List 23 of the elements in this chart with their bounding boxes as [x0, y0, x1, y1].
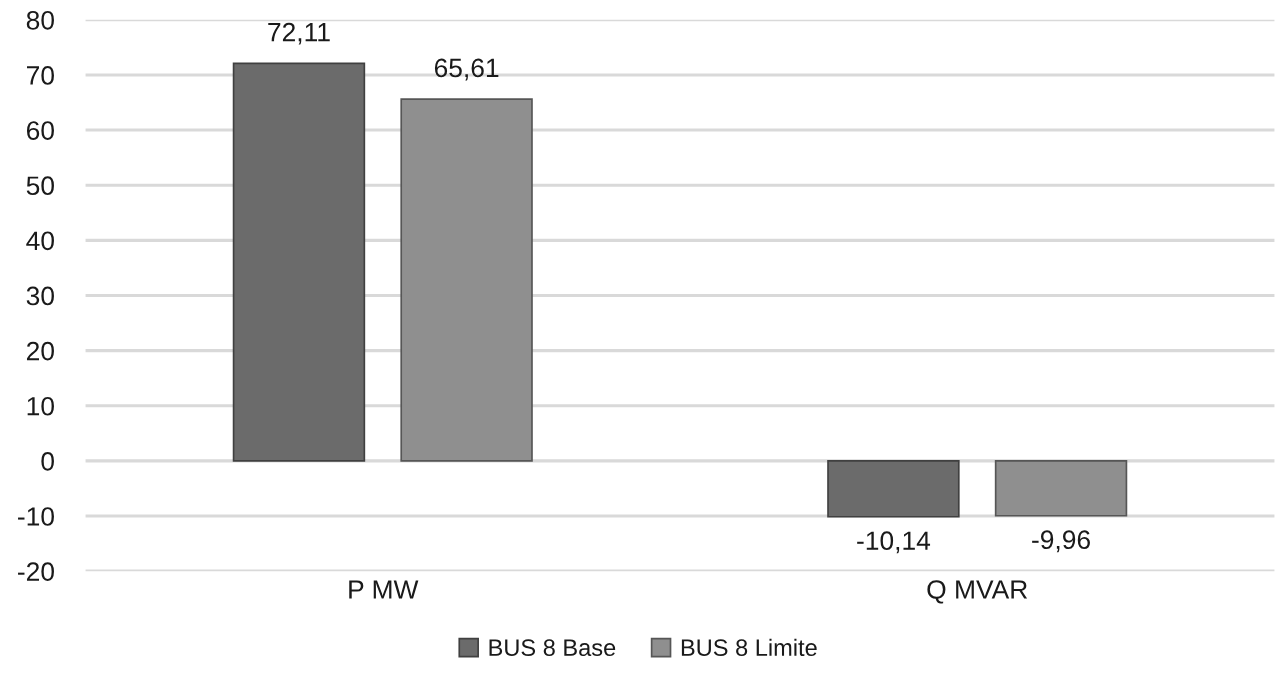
y-tick-label: 30 — [26, 286, 54, 306]
bar — [827, 460, 960, 518]
y-tick-label: -10 — [18, 507, 54, 526]
data-label: -9,96 — [1032, 530, 1090, 553]
x-tick-label: Q MVAR — [927, 580, 1028, 604]
x-tick-label: P MW — [349, 580, 419, 599]
data-label: 65,61 — [434, 58, 499, 81]
y-tick-label: -20 — [18, 562, 54, 581]
y-tick-label: 40 — [26, 231, 54, 251]
y-tick-label: 50 — [26, 176, 54, 196]
bar — [994, 460, 1128, 517]
y-tick-label: 10 — [27, 396, 54, 416]
legend-label: BUS 8 Limite — [681, 638, 817, 657]
y-tick-label: 20 — [26, 341, 54, 361]
y-tick-label: 60 — [26, 121, 54, 140]
y-tick-label: 80 — [26, 10, 54, 30]
bar — [400, 98, 533, 462]
data-label: 72,11 — [268, 22, 330, 45]
y-tick-label: 70 — [27, 66, 54, 85]
y-tick-label: 0 — [41, 452, 54, 471]
legend-label: BUS 8 Base — [489, 639, 616, 657]
data-label: -10,14 — [857, 531, 931, 554]
bar — [232, 62, 366, 462]
